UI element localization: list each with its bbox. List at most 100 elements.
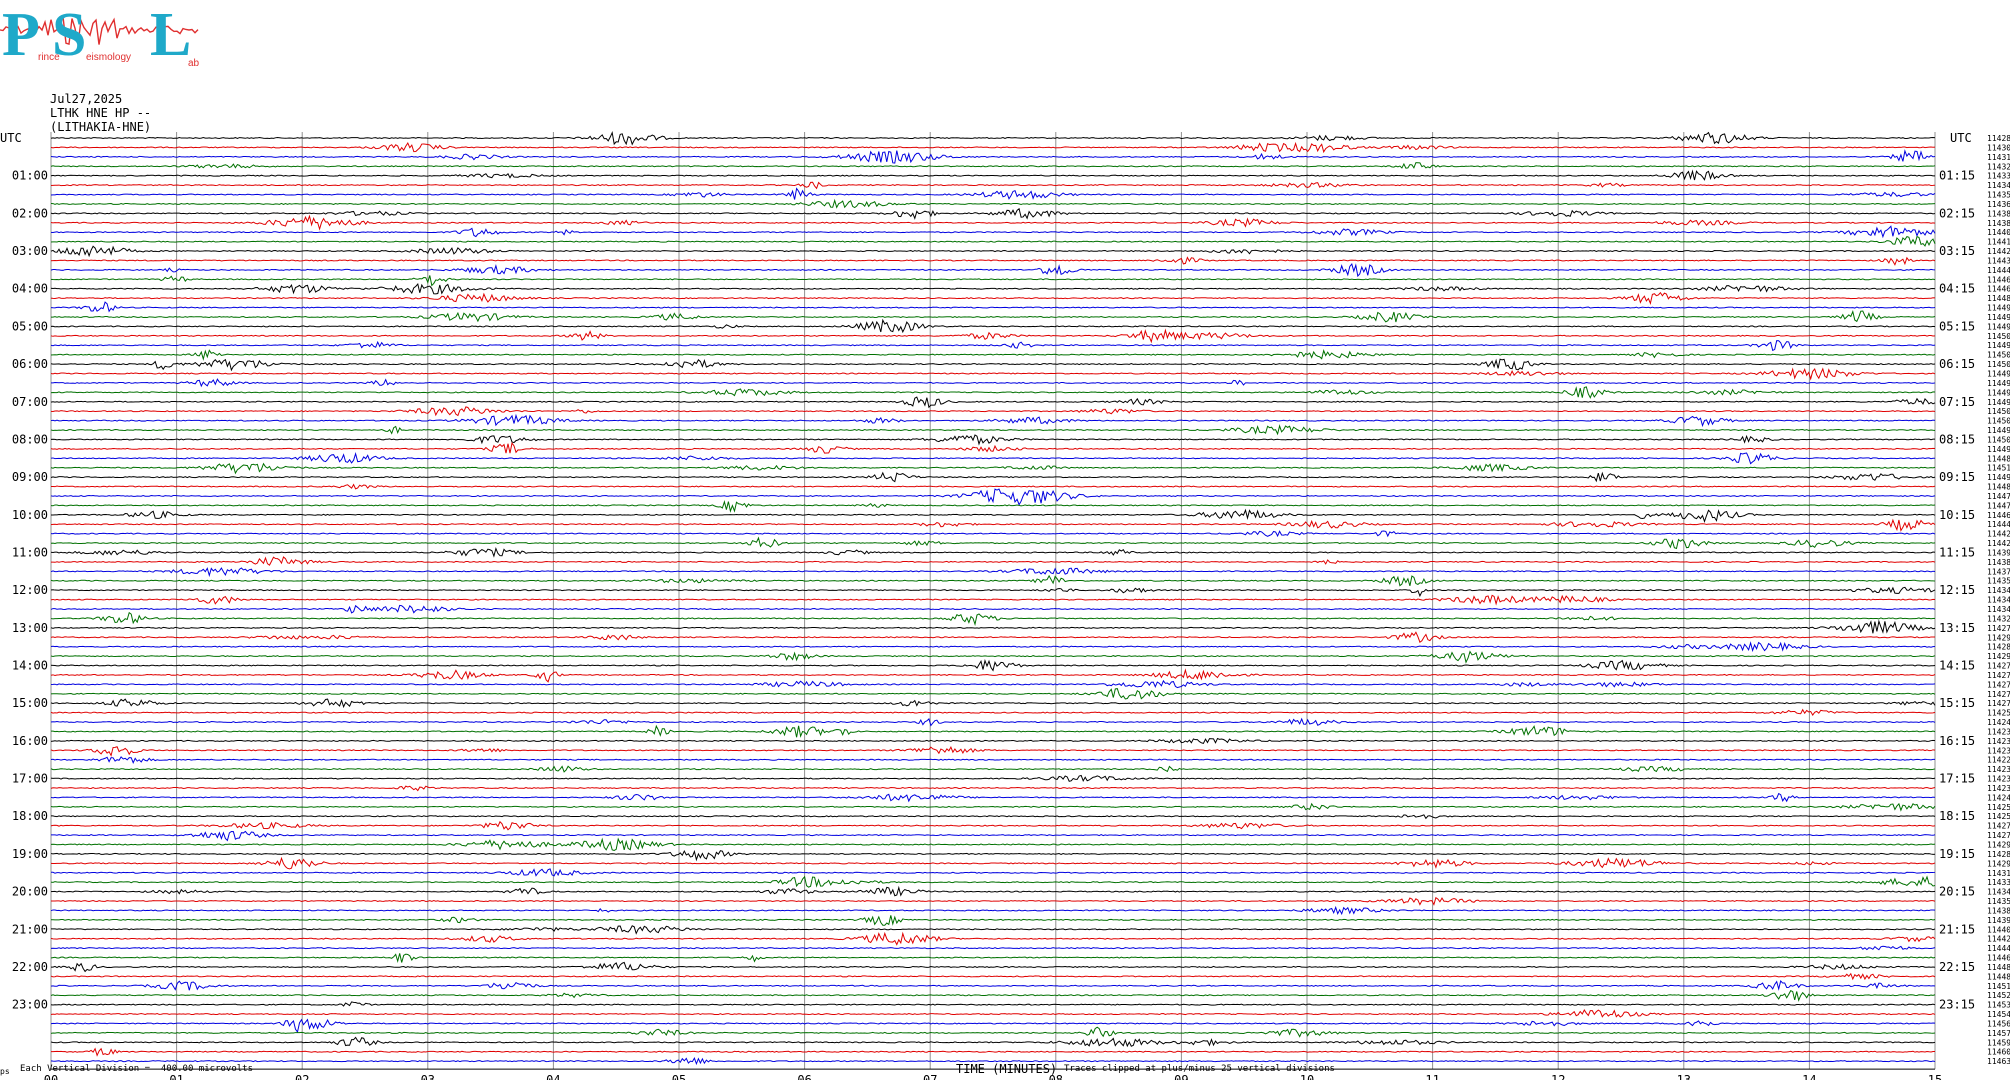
trace-line-green xyxy=(50,574,1936,587)
right-count-label: 11427 xyxy=(1987,690,2010,699)
right-count-label: 11450 xyxy=(1987,417,2010,426)
left-hour-label: 17:00 xyxy=(12,772,48,786)
x-tick-label: 09 xyxy=(1174,1073,1188,1080)
left-hour-label: 23:00 xyxy=(12,998,48,1012)
right-count-label: 11425 xyxy=(1987,812,2010,821)
x-tick-label: 08 xyxy=(1049,1073,1063,1080)
trace-line-black xyxy=(50,546,1936,558)
trace-line-black xyxy=(50,885,1936,897)
right-count-label: 11442 xyxy=(1987,247,2010,256)
trace-line-green xyxy=(50,802,1936,812)
right-count-label: 11453 xyxy=(1987,1001,2010,1010)
footer-clip-note: Traces clipped at plus/minus 25 vertical… xyxy=(1064,1064,1335,1074)
logo-word-seismology: eismology xyxy=(86,52,132,63)
left-hour-label: 03:00 xyxy=(12,244,48,258)
trace-line-blue xyxy=(50,451,1936,465)
trace-line-red xyxy=(50,896,1936,906)
right-count-label: 11448 xyxy=(1987,483,2010,492)
x-tick-label: 06 xyxy=(797,1073,811,1080)
trace-line-red xyxy=(50,328,1936,344)
right-hour-label: 14:15 xyxy=(1939,659,1975,673)
trace-line-green xyxy=(50,875,1936,888)
right-count-label: 11429 xyxy=(1987,841,2010,850)
trace-line-green xyxy=(50,462,1936,475)
trace-line-red xyxy=(50,406,1936,417)
right-hour-label: 20:15 xyxy=(1939,885,1975,899)
trace-line-black xyxy=(50,396,1936,409)
right-count-label: 11429 xyxy=(1987,652,2010,661)
trace-line-blue xyxy=(50,263,1936,278)
right-count-label: 11435 xyxy=(1987,191,2010,200)
right-count-label: 11449 xyxy=(1987,388,2010,397)
trace-line-blue xyxy=(50,488,1936,506)
left-hour-label: 08:00 xyxy=(12,432,48,446)
trace-line-blue xyxy=(50,868,1936,877)
right-count-label: 11448 xyxy=(1987,454,2010,463)
trace-line-blue xyxy=(50,149,1936,164)
trace-line-black xyxy=(50,774,1936,782)
left-hour-label: 01:00 xyxy=(12,169,48,183)
right-count-label: 11434 xyxy=(1987,596,2010,605)
trace-line-blue xyxy=(50,830,1936,842)
trace-line-blue xyxy=(50,717,1936,727)
right-count-label: 11450 xyxy=(1987,435,2010,444)
trace-line-black xyxy=(50,207,1936,220)
right-count-label: 11444 xyxy=(1987,520,2010,529)
x-tick-label: 10 xyxy=(1300,1073,1314,1080)
trace-line-green xyxy=(50,990,1936,1002)
trace-line-blue xyxy=(50,301,1936,313)
right-count-label: 11432 xyxy=(1987,614,2010,623)
right-count-label: 11427 xyxy=(1987,831,2010,840)
right-count-label: 11449 xyxy=(1987,341,2010,350)
trace-line-green xyxy=(50,500,1936,513)
right-hour-label: 07:15 xyxy=(1939,395,1975,409)
right-count-label: 11427 xyxy=(1987,662,2010,671)
right-count-label: 11439 xyxy=(1987,916,2010,925)
right-count-label: 11430 xyxy=(1987,143,2010,152)
trace-line-green xyxy=(50,837,1936,851)
header-site: (LITHAKIA-HNE) xyxy=(50,120,152,134)
trace-line-green xyxy=(50,765,1936,773)
left-hour-label: 09:00 xyxy=(12,470,48,484)
x-tick-label: 11 xyxy=(1425,1073,1439,1080)
logo-waveform xyxy=(0,14,199,46)
right-count-label: 11438 xyxy=(1987,209,2010,218)
right-count-label: 11446 xyxy=(1987,511,2010,520)
left-hour-label: 15:00 xyxy=(12,696,48,710)
trace-line-blue xyxy=(50,413,1936,428)
axis-labels: UTC UTC 01:00 02:00 03:00 04:00 05:00 06:00 07:0… xyxy=(0,131,2010,1080)
trace-line-blue xyxy=(50,378,1936,388)
right-count-label: 11444 xyxy=(1987,944,2010,953)
trace-line-green xyxy=(50,386,1936,399)
right-count-label: 11448 xyxy=(1987,963,2010,972)
right-count-label: 11449 xyxy=(1987,322,2010,331)
trace-line-red xyxy=(50,256,1936,266)
right-hour-label: 05:15 xyxy=(1939,319,1975,333)
right-count-label: 11428 xyxy=(1987,134,2010,143)
trace-line-blue xyxy=(50,1057,1936,1066)
trace-line-blue xyxy=(50,945,1936,951)
trace-line-black xyxy=(50,508,1936,523)
trace-line-red xyxy=(50,1009,1936,1018)
right-count-label: 11463 xyxy=(1987,1057,2010,1066)
x-tick-label: 07 xyxy=(923,1073,937,1080)
right-count-label: 11449 xyxy=(1987,398,2010,407)
right-count-label: 11423 xyxy=(1987,784,2010,793)
right-count-label: 11438 xyxy=(1987,906,2010,915)
trace-line-black xyxy=(50,130,1936,146)
right-count-label: 11446 xyxy=(1987,285,2010,294)
right-hour-label: 02:15 xyxy=(1939,206,1975,220)
right-count-label: 11460 xyxy=(1987,1048,2010,1057)
right-count-label: 11449 xyxy=(1987,304,2010,313)
trace-line-black xyxy=(50,169,1935,181)
right-count-label: 11425 xyxy=(1987,803,2010,812)
right-hour-label: 19:15 xyxy=(1939,847,1975,861)
trace-line-red xyxy=(50,594,1936,606)
trace-line-red xyxy=(50,214,1936,231)
trace-line-red xyxy=(50,931,1936,946)
logo-letter-l: L xyxy=(150,1,192,69)
logo-word-lab: ab xyxy=(188,58,200,69)
trace-line-red xyxy=(50,708,1936,716)
right-count-label: 11443 xyxy=(1987,256,2010,265)
